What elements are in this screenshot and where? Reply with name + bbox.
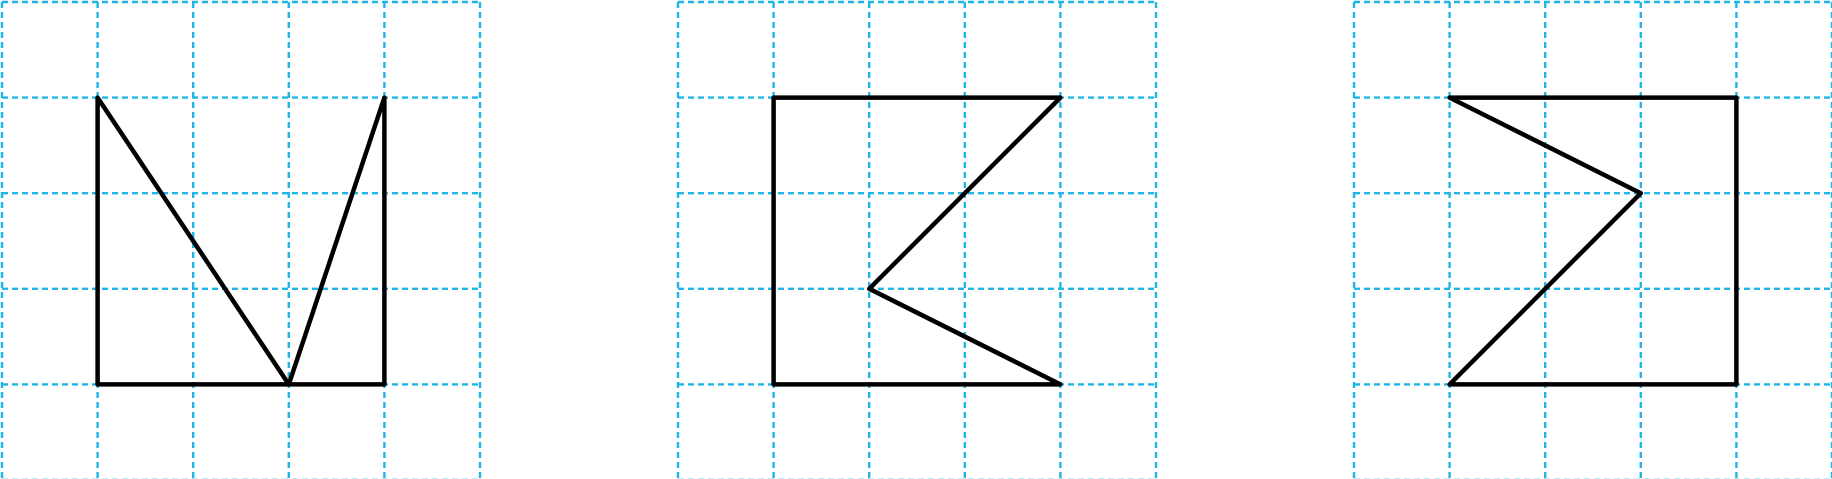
figure-1-outline xyxy=(95,95,387,387)
figure-1-grid xyxy=(0,0,482,479)
figure-2 xyxy=(676,0,1158,479)
figure-2-outline xyxy=(771,95,1063,387)
figure-1 xyxy=(0,0,482,479)
figure-3-outline xyxy=(1447,95,1739,387)
figure-3 xyxy=(1352,0,1832,479)
